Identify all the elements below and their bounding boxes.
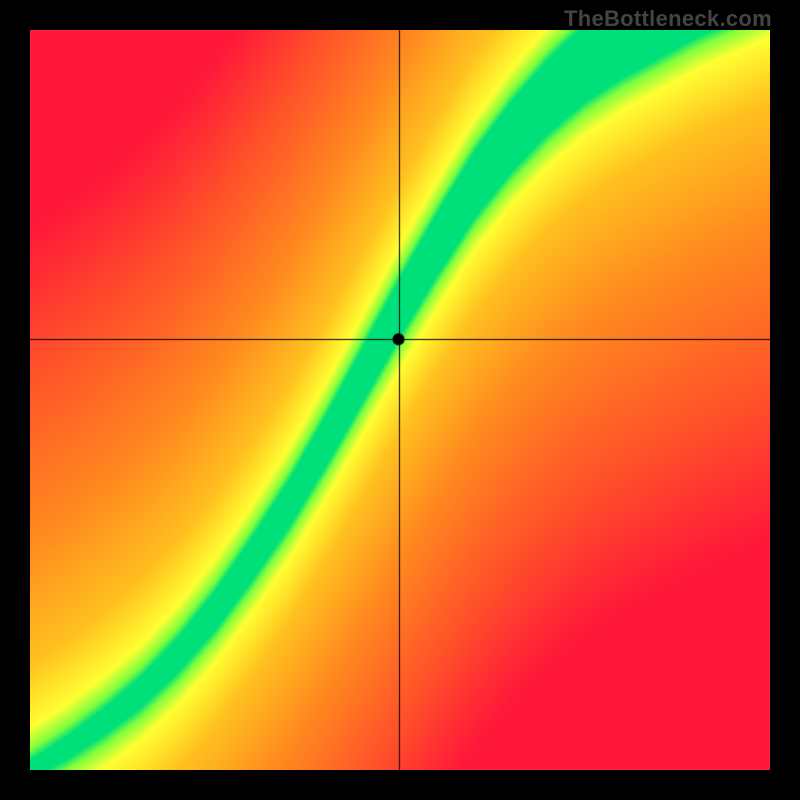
watermark-text: TheBottleneck.com xyxy=(564,6,772,32)
heatmap-canvas xyxy=(30,30,770,770)
bottleneck-heatmap xyxy=(30,30,770,770)
